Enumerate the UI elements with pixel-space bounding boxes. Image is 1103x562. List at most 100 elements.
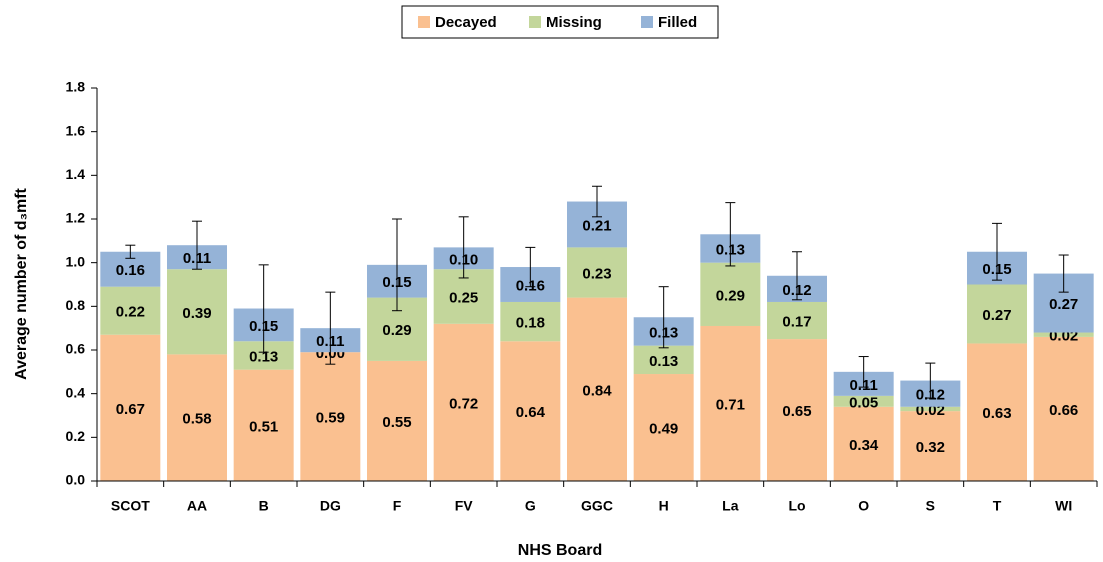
data-label: 0.25 <box>449 289 478 306</box>
x-axis-title: NHS Board <box>518 542 602 559</box>
x-tick-label: SCOT <box>111 498 150 514</box>
x-tick-label: H <box>659 498 669 514</box>
y-tick-label: 1.8 <box>66 79 86 95</box>
data-label: 0.23 <box>582 265 611 282</box>
bar-segment <box>433 323 494 481</box>
error-bar <box>392 218 402 312</box>
x-tick-label: AA <box>187 498 207 514</box>
error-bar <box>1058 254 1069 293</box>
error-bar <box>125 244 136 259</box>
data-label: 0.05 <box>849 394 878 411</box>
data-label: 0.27 <box>982 307 1011 324</box>
legend-swatch <box>641 16 653 28</box>
bar-segment <box>167 354 227 481</box>
data-label: 0.27 <box>1049 296 1078 313</box>
data-label: 0.16 <box>116 262 145 279</box>
data-label: 0.63 <box>982 405 1011 422</box>
x-tick-label: S <box>926 498 935 514</box>
data-label: 0.49 <box>649 420 678 437</box>
data-label: 0.18 <box>516 315 545 332</box>
x-tick-label: FV <box>455 498 474 514</box>
data-label: 0.13 <box>249 348 278 365</box>
data-label: 0.58 <box>182 411 211 428</box>
data-label: 0.64 <box>516 404 546 421</box>
data-label: 0.71 <box>716 396 745 413</box>
bar-segment <box>633 374 694 481</box>
y-tick-label: 1.4 <box>66 166 86 182</box>
y-tick-label: 0.4 <box>66 384 86 400</box>
x-tick-label: O <box>858 498 869 514</box>
x-tick-label: B <box>259 498 269 514</box>
bar-segment <box>833 395 894 407</box>
error-bar <box>925 362 936 399</box>
bar-segment <box>833 406 894 481</box>
legend-swatch <box>529 16 541 28</box>
x-tick-label: GGC <box>581 498 613 514</box>
legend-label: Missing <box>546 14 602 31</box>
legend-label: Filled <box>658 14 697 31</box>
legend-box <box>401 5 719 39</box>
data-label: 0.29 <box>382 322 411 339</box>
bar-segment <box>167 269 227 355</box>
data-label: 0.32 <box>916 439 945 456</box>
bar-segment <box>567 247 627 298</box>
bar-segment <box>1033 336 1094 481</box>
bar-segment <box>100 286 161 335</box>
bar-segment <box>767 339 827 481</box>
x-tick-label: La <box>722 498 739 514</box>
y-tick-label: 0.8 <box>66 297 86 313</box>
error-bar <box>525 246 536 288</box>
legend-swatch <box>418 16 430 28</box>
x-tick-label: G <box>525 498 536 514</box>
bar-segment <box>967 343 1027 481</box>
y-tick-label: 1.2 <box>66 210 86 226</box>
error-bar <box>592 185 602 218</box>
data-label: 0.34 <box>849 437 879 454</box>
data-label: 0.65 <box>782 403 811 420</box>
bar-segment <box>100 334 161 481</box>
error-bar <box>658 286 669 349</box>
error-bar <box>858 356 869 388</box>
error-bar <box>192 220 202 270</box>
data-label: 0.51 <box>249 418 278 435</box>
legend-label: Decayed <box>435 14 497 31</box>
error-bar <box>725 202 736 267</box>
data-label: 0.66 <box>1049 402 1078 419</box>
bar-segment <box>967 284 1027 344</box>
data-label: 0.72 <box>449 395 478 412</box>
y-tick-label: 1.6 <box>66 122 86 138</box>
x-tick-label: T <box>993 498 1002 514</box>
bar-segment <box>567 297 627 481</box>
error-bar <box>458 216 469 279</box>
y-tick-label: 0.0 <box>66 472 86 488</box>
error-bar <box>325 291 336 365</box>
bar-segment <box>500 341 561 481</box>
x-tick-label: DG <box>320 498 341 514</box>
data-label: 0.67 <box>116 401 145 418</box>
bar-segment <box>367 360 427 481</box>
data-label: 0.59 <box>316 410 345 427</box>
bar-segment <box>900 406 961 412</box>
y-tick-label: 0.6 <box>66 341 86 357</box>
bar-segment <box>700 262 761 326</box>
bar-segment <box>633 345 694 375</box>
bar-segment <box>300 352 361 481</box>
y-tick-label: 1.0 <box>66 253 86 269</box>
data-label: 0.17 <box>782 313 811 330</box>
data-label: 0.13 <box>649 353 678 370</box>
error-bar <box>992 222 1002 281</box>
data-label: 0.22 <box>116 304 145 321</box>
data-label: 0.29 <box>716 287 745 304</box>
y-axis-title: Average number of d₃mft <box>13 187 30 379</box>
bar-segment <box>1033 332 1094 337</box>
bar-segment <box>500 301 561 342</box>
error-bar <box>792 251 802 301</box>
x-tick-label: WI <box>1055 498 1072 514</box>
bar-segment <box>233 369 294 481</box>
bar-segment <box>700 325 761 481</box>
error-bar <box>258 264 269 353</box>
data-label: 0.39 <box>182 305 211 322</box>
x-tick-label: F <box>393 498 402 514</box>
